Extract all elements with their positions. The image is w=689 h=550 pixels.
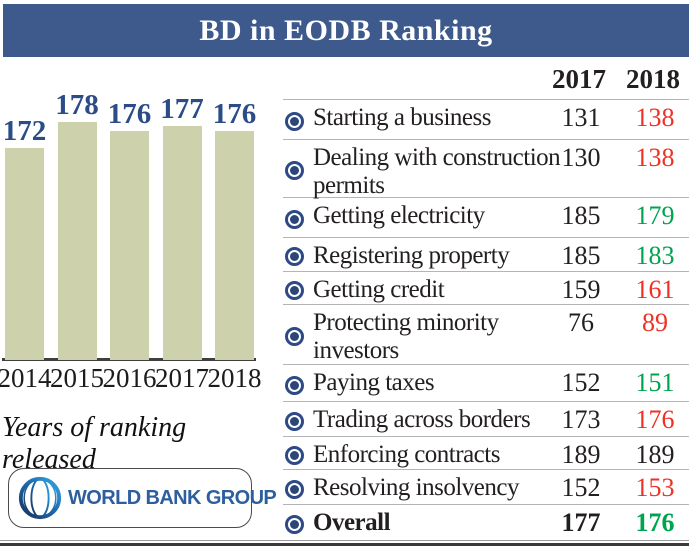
year-label: 2018 <box>207 363 262 393</box>
bar <box>215 131 254 360</box>
bar-value-label: 176 <box>107 98 152 130</box>
row-value-2017: 152 <box>561 368 601 397</box>
world-bank-logo-text: WORLD BANK GROUP <box>68 486 277 509</box>
row-value-2018: 183 <box>635 241 675 270</box>
year-label: 2017 <box>155 363 209 393</box>
row-label: Getting electricity <box>313 202 485 229</box>
row-label: Dealing with construction permits <box>313 144 561 199</box>
bottom-rule-thick <box>0 543 689 546</box>
bullet-dot <box>290 332 299 341</box>
header-bar: BD in EODB Ranking <box>3 4 689 57</box>
bullet-dot <box>290 252 299 261</box>
bar-chart: 172 2014 178 2015 176 2016 177 2017 176 2018 <box>0 89 262 394</box>
table-row: Protecting minority investors 76 89 <box>283 305 689 365</box>
row-bullet-icon <box>285 327 304 346</box>
table-row: Registering property 185 183 <box>283 238 689 272</box>
column-header-2017: 2017 <box>552 64 606 94</box>
row-bullet-icon <box>285 479 304 499</box>
year-label: 2014 <box>0 363 52 393</box>
row-value-2017: 76 <box>568 308 594 337</box>
row-value-2017: 152 <box>561 473 601 502</box>
column-header-2018: 2018 <box>626 64 680 94</box>
table-row: Paying taxes 152 151 <box>283 365 689 402</box>
table-row: Overall 177 176 <box>283 505 689 539</box>
row-value-2018: 189 <box>635 440 675 469</box>
table-header-row: 2017 2018 <box>283 60 689 100</box>
row-bullet-icon <box>285 514 304 534</box>
row-value-2017: 130 <box>561 143 601 172</box>
row-value-2018: 161 <box>635 275 675 304</box>
row-bullet-icon <box>285 411 304 431</box>
row-bullet-icon <box>285 112 304 131</box>
bar <box>110 131 149 360</box>
row-label: Protecting minority investors <box>313 309 499 364</box>
bar-value-label: 176 <box>212 98 257 130</box>
row-value-2017: 185 <box>561 201 601 230</box>
page-title: BD in EODB Ranking <box>199 14 493 47</box>
table-row: Enforcing contracts 189 189 <box>283 437 689 470</box>
world-bank-logo: WORLD BANK GROUP <box>8 468 277 528</box>
row-value-2018: 176 <box>635 405 675 434</box>
ranking-table: 2017 2018 Starting a business 131 138 Deali… <box>283 60 689 539</box>
table-row: Resolving insolvency 152 153 <box>283 470 689 505</box>
bottom-rule-thin <box>0 540 689 541</box>
row-value-2018: 153 <box>635 473 675 502</box>
row-bullet-icon <box>285 375 304 395</box>
bullet-dot <box>290 450 299 460</box>
row-value-2017: 131 <box>561 103 601 132</box>
row-label: Getting credit <box>313 276 445 303</box>
row-label: Enforcing contracts <box>313 441 500 468</box>
row-label: Registering property <box>313 242 510 269</box>
row-value-2018: 176 <box>635 508 675 537</box>
bar <box>5 148 44 360</box>
row-value-2018: 179 <box>635 201 675 230</box>
row-value-2017: 177 <box>561 508 601 537</box>
row-value-2017: 189 <box>561 440 601 469</box>
row-value-2018: 89 <box>642 308 668 337</box>
row-bullet-icon <box>285 247 304 266</box>
row-label: Paying taxes <box>313 369 435 396</box>
row-label: Starting a business <box>313 104 492 131</box>
table-row: Getting credit 159 161 <box>283 272 689 305</box>
row-bullet-icon <box>285 445 304 465</box>
row-label: Resolving insolvency <box>313 474 519 501</box>
row-bullet-icon <box>285 161 304 180</box>
row-value-2017: 185 <box>561 241 601 270</box>
table-row: Getting electricity 185 179 <box>283 198 689 238</box>
bar <box>162 126 202 360</box>
bar <box>57 122 97 360</box>
row-value-2018: 138 <box>635 103 675 132</box>
row-value-2018: 138 <box>635 143 675 172</box>
year-label: 2016 <box>102 363 157 393</box>
table-row: Trading across borders 173 176 <box>283 402 689 437</box>
row-value-2017: 173 <box>561 405 601 434</box>
bullet-dot <box>290 117 299 126</box>
year-label: 2015 <box>50 363 104 393</box>
bar-value-label: 177 <box>160 93 204 125</box>
row-label: Trading across borders <box>313 406 531 433</box>
row-value-2017: 159 <box>561 275 601 304</box>
bar-value-label: 178 <box>55 89 99 121</box>
chart-xlabel: Years of ranking released <box>2 412 187 475</box>
row-bullet-icon <box>285 280 304 300</box>
bullet-dot <box>290 380 299 390</box>
bullet-dot <box>290 519 299 529</box>
bullet-dot <box>290 416 299 426</box>
bullet-dot <box>290 215 299 224</box>
bullet-dot <box>290 484 299 494</box>
table-row: Dealing with construction permits 130 138 <box>283 140 689 199</box>
table-row: Starting a business 131 138 <box>283 100 689 140</box>
row-bullet-icon <box>285 210 304 229</box>
bar-value-label: 172 <box>2 115 47 147</box>
bullet-dot <box>290 166 299 175</box>
row-value-2018: 151 <box>635 368 675 397</box>
bullet-dot <box>290 285 299 295</box>
row-label: Overall <box>313 509 391 536</box>
world-bank-globe-icon <box>18 476 62 520</box>
